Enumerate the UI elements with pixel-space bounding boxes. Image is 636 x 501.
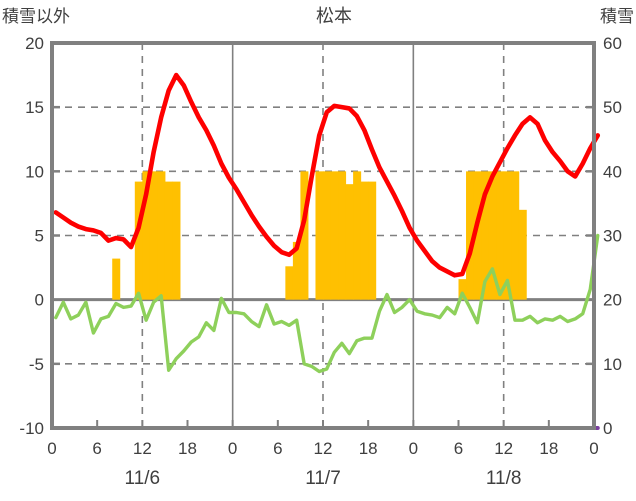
bar <box>112 258 121 300</box>
y2-axis-tick-label: 50 <box>603 98 622 117</box>
x-axis-tick-label: 18 <box>539 439 558 458</box>
y-axis-tick-label: 10 <box>25 162 44 181</box>
y2-axis-tick-label: 10 <box>603 355 622 374</box>
bar <box>518 209 527 300</box>
bar <box>458 279 467 300</box>
bar <box>300 171 309 300</box>
y-axis-tick-label: 15 <box>25 98 44 117</box>
bar <box>330 171 339 300</box>
bar <box>164 181 173 300</box>
chart-title: 松本 <box>316 6 352 26</box>
bar <box>315 171 324 300</box>
bar <box>503 171 512 300</box>
y-axis-tick-label: -10 <box>19 419 44 438</box>
bar <box>473 171 482 300</box>
bar <box>466 171 475 300</box>
x-axis-tick-label: 18 <box>359 439 378 458</box>
y-axis-tick-label: 0 <box>35 291 44 310</box>
green-line <box>54 233 600 374</box>
right-axis-caption: 積雪 <box>600 7 634 26</box>
bar <box>368 181 377 300</box>
bar <box>134 181 143 300</box>
bar <box>488 171 497 300</box>
y2-axis-tick-label: 40 <box>603 162 622 181</box>
bar <box>353 171 362 300</box>
y2-axis-tick-label: 20 <box>603 291 622 310</box>
x-axis-tick-label: 0 <box>228 439 237 458</box>
bars-layer <box>112 171 527 300</box>
x-axis-tick-label: 12 <box>133 439 152 458</box>
bar <box>338 171 347 300</box>
y2-axis-tick-label: 0 <box>603 419 612 438</box>
bar <box>360 181 369 300</box>
x-axis-tick-label: 0 <box>589 439 598 458</box>
x-axis-tick-label: 6 <box>273 439 282 458</box>
bar <box>142 171 151 300</box>
y-axis-tick-label: 20 <box>25 34 44 53</box>
x-axis-day-label: 11/8 <box>486 468 522 489</box>
red-line <box>53 72 601 278</box>
bar <box>157 171 166 300</box>
y2-axis-tick-label: 30 <box>603 227 622 246</box>
bar <box>292 241 301 300</box>
bar <box>496 171 505 300</box>
y-axis-tick-label: 5 <box>35 227 44 246</box>
x-axis-day-label: 11/6 <box>125 468 161 489</box>
left-axis-caption: 積雪以外 <box>2 7 70 26</box>
bar <box>149 171 158 300</box>
x-axis-tick-label: 6 <box>92 439 101 458</box>
x-axis-tick-label: 0 <box>47 439 56 458</box>
bar <box>481 171 490 300</box>
x-axis-tick-label: 6 <box>454 439 463 458</box>
x-axis-tick-label: 12 <box>314 439 333 458</box>
bar <box>285 266 294 300</box>
axis-ticks-layer <box>51 105 595 428</box>
bar <box>323 171 332 300</box>
x-axis-tick-label: 0 <box>409 439 418 458</box>
x-axis-tick-label: 18 <box>178 439 197 458</box>
x-axis-day-label: 11/7 <box>305 468 341 489</box>
y-axis-tick-label: -5 <box>29 355 44 374</box>
bar <box>345 184 354 300</box>
y2-axis-tick-label: 60 <box>603 34 622 53</box>
x-axis-tick-label: 12 <box>494 439 513 458</box>
bar <box>172 181 181 300</box>
bar <box>511 171 520 300</box>
